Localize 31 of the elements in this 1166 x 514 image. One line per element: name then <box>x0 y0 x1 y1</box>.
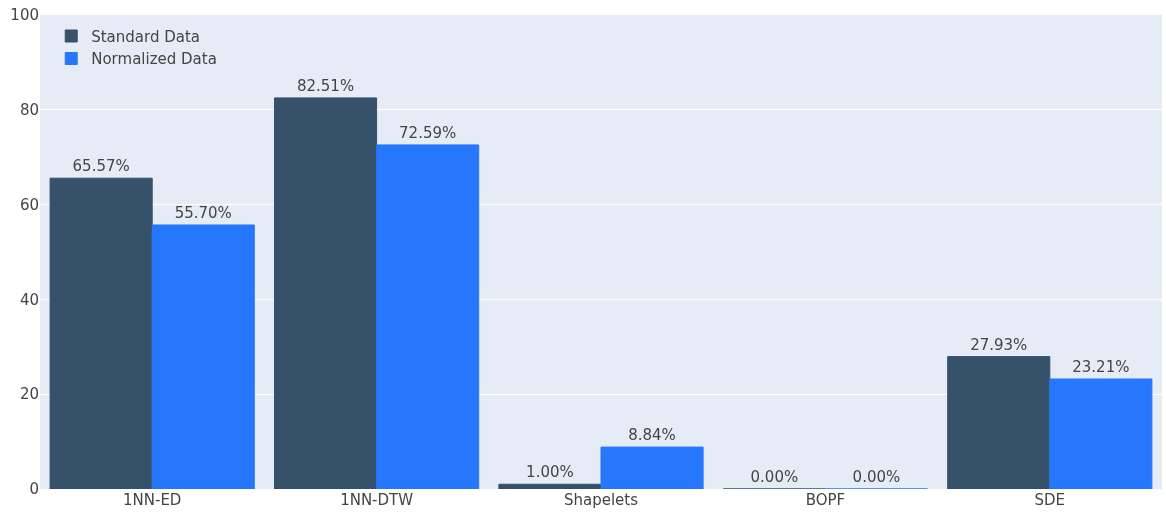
bar <box>274 97 378 489</box>
x-tick-label: SDE <box>1034 491 1066 509</box>
y-tick-label: 0 <box>29 480 39 499</box>
y-tick-label: 40 <box>19 290 39 309</box>
data-label: 8.84% <box>628 426 676 445</box>
data-label: 1.00% <box>526 463 574 482</box>
x-tick-label: BOPF <box>805 491 846 509</box>
y-tick-label: 100 <box>10 6 39 25</box>
y-tick-label: 80 <box>19 101 39 120</box>
bar <box>1049 378 1153 489</box>
x-tick-label: Shapelets <box>563 491 639 509</box>
data-label: 0.00% <box>852 468 901 486</box>
data-label: 23.21% <box>1072 357 1130 376</box>
y-tick-label: 60 <box>19 195 39 214</box>
bar <box>600 446 704 489</box>
data-label: 27.93% <box>970 335 1028 354</box>
data-label: 0.00% <box>750 468 799 486</box>
legend-label: Standard Data <box>91 27 201 46</box>
bar <box>151 224 255 489</box>
data-label: 65.57% <box>72 157 130 176</box>
y-tick-label: 20 <box>19 385 39 404</box>
x-tick-label: 1NN-DTW <box>340 491 414 509</box>
data-label: 72.59% <box>399 123 457 142</box>
bar <box>376 144 480 489</box>
bar <box>498 483 602 489</box>
data-label: 55.70% <box>174 203 232 222</box>
legend-label: Normalized Data <box>91 50 217 69</box>
data-label: 82.51% <box>296 76 355 95</box>
x-tick-label: 1NN-ED <box>122 491 182 509</box>
bar <box>947 356 1051 489</box>
bar <box>49 177 153 489</box>
